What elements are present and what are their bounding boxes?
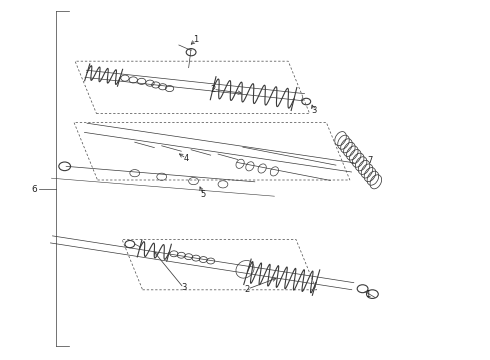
Text: 1: 1 (194, 35, 198, 44)
Text: 2: 2 (245, 284, 250, 294)
Text: 7: 7 (368, 156, 373, 165)
Text: 3: 3 (181, 284, 186, 292)
Text: 4: 4 (184, 154, 189, 163)
Text: 6: 6 (31, 185, 37, 194)
Text: 2: 2 (211, 85, 216, 94)
Text: 3: 3 (311, 107, 316, 116)
Text: 5: 5 (201, 190, 206, 199)
Text: 1: 1 (365, 290, 370, 299)
